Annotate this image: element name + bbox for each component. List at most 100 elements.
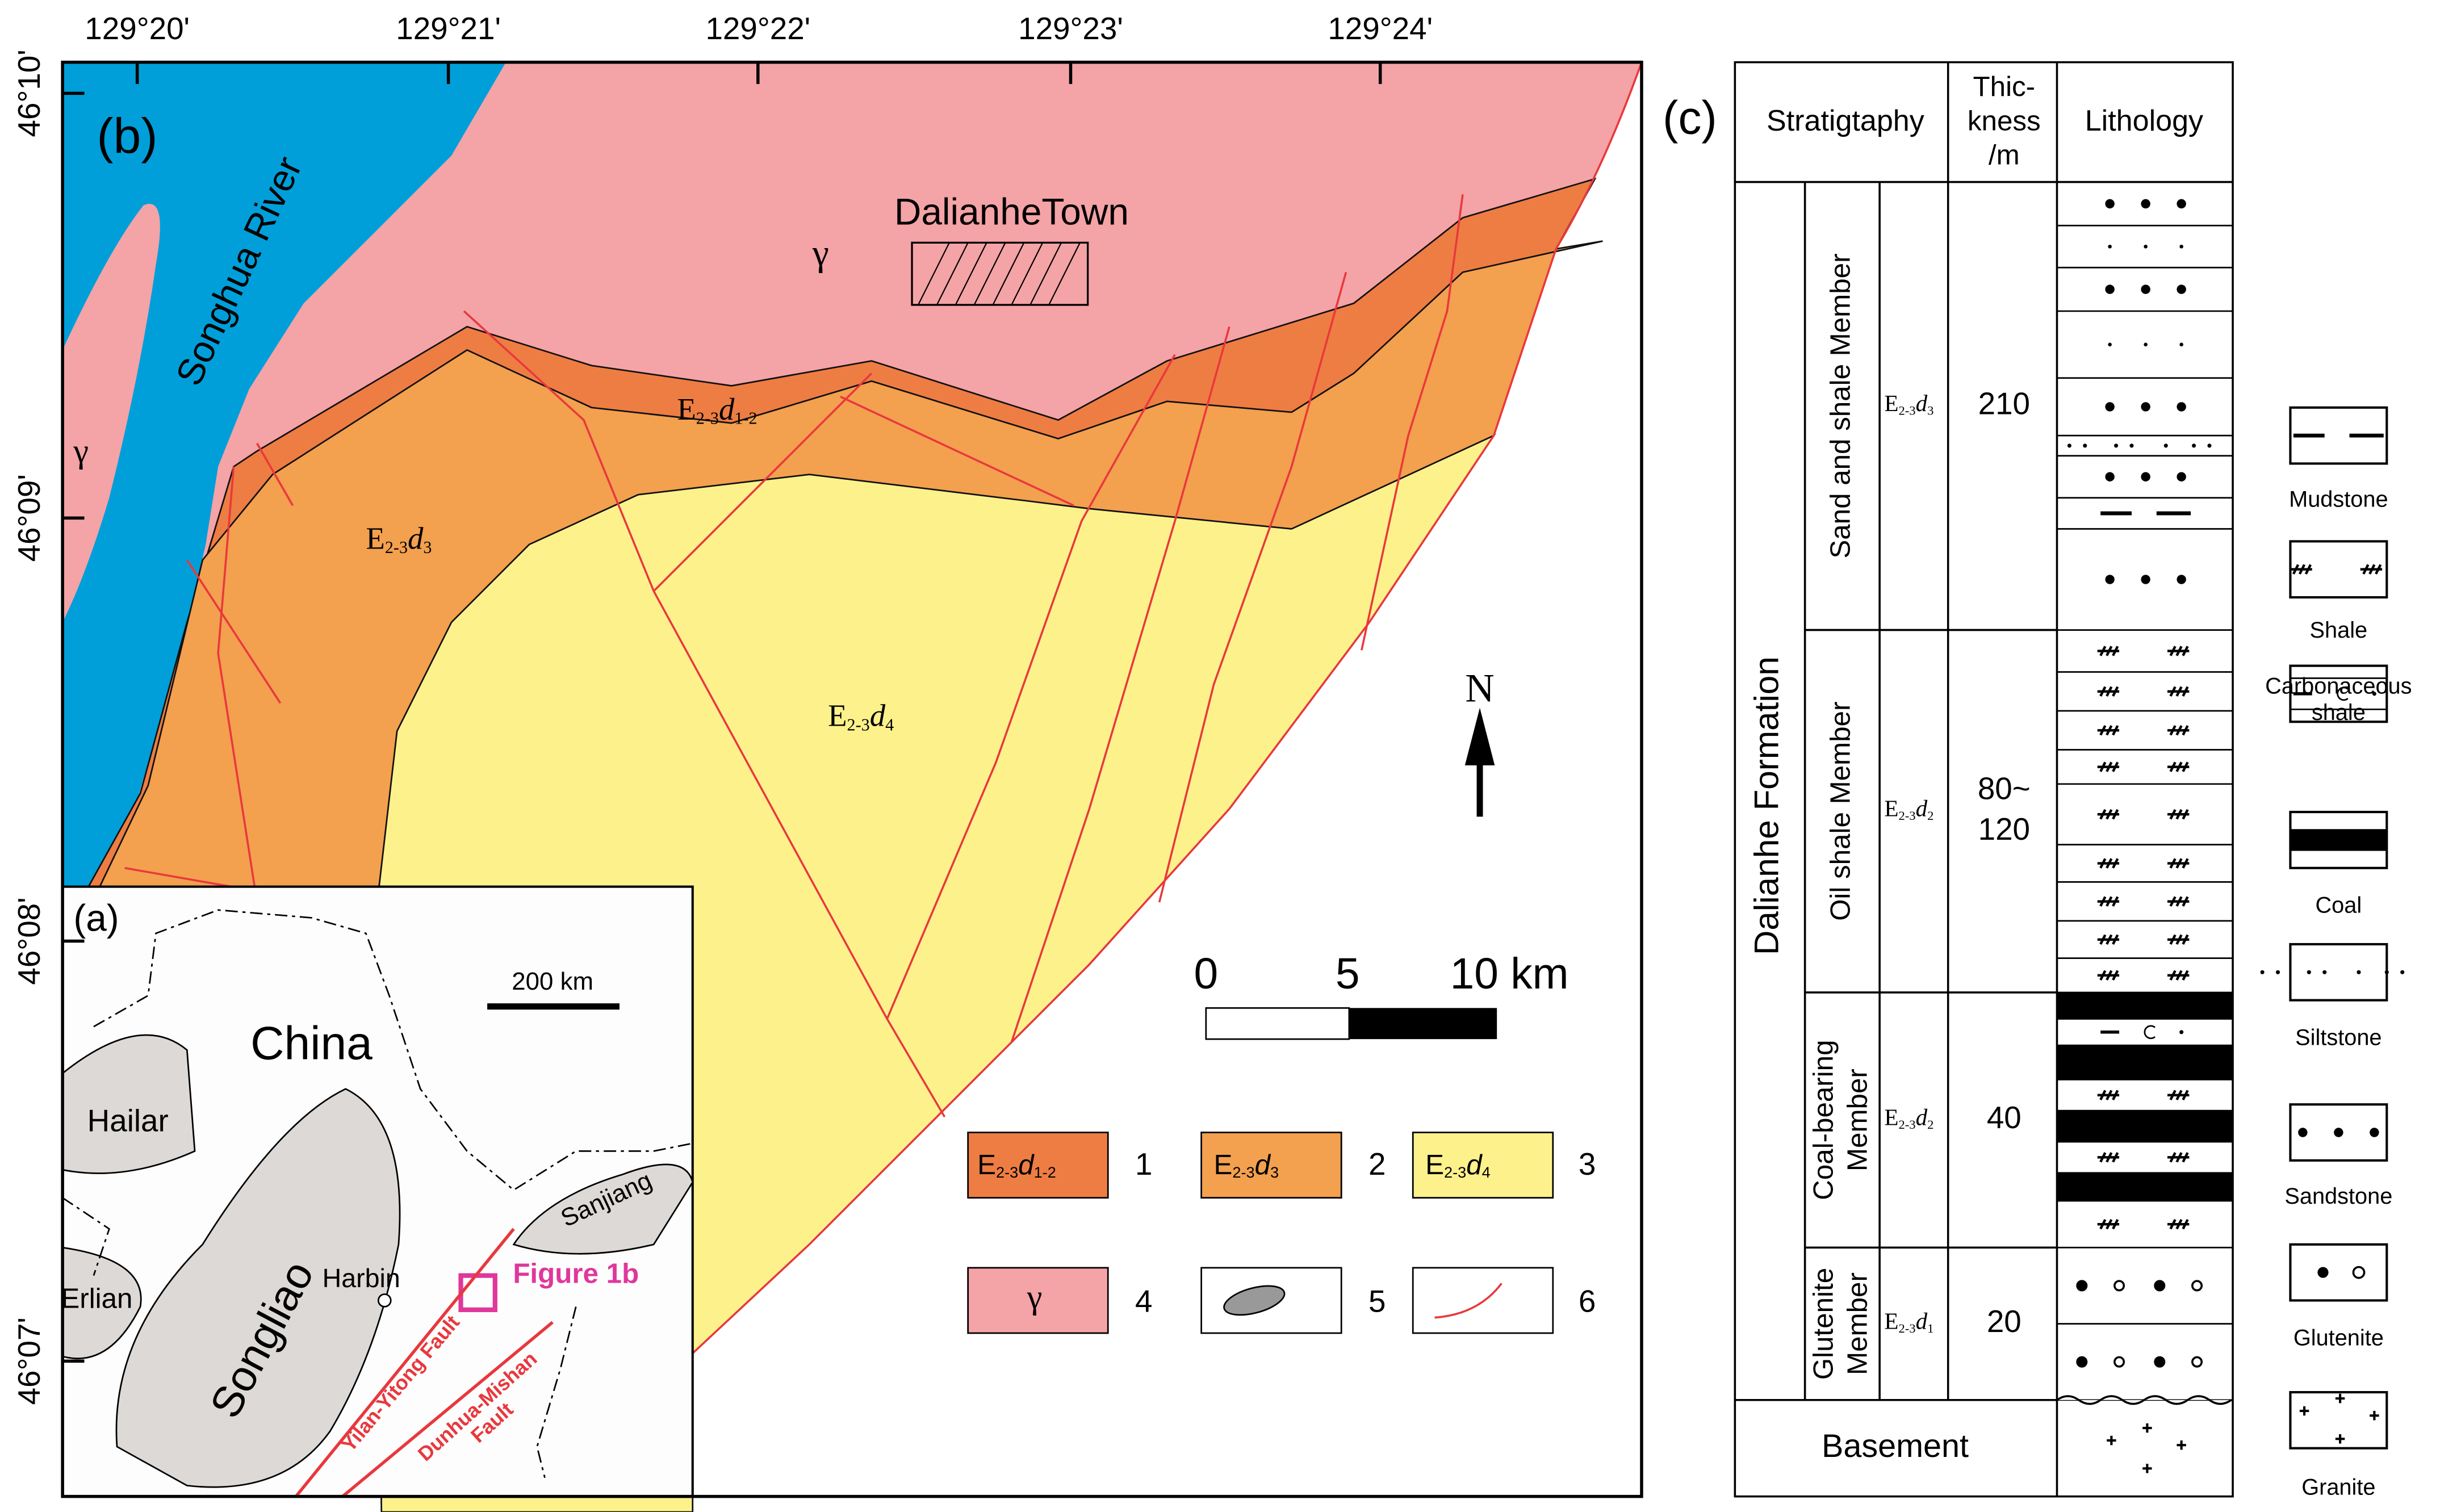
- dot: [2177, 575, 2186, 584]
- dot: [2105, 402, 2115, 412]
- stratigraphic-column: [1734, 61, 2405, 1498]
- unit-label: E2-3d3: [1884, 391, 1933, 418]
- dot: [2083, 443, 2087, 448]
- unit-letter: d: [1916, 391, 1928, 417]
- shale-mark: [2167, 809, 2190, 820]
- legend-label: Mudstone: [2289, 487, 2388, 512]
- plus: [2142, 1464, 2152, 1473]
- fault-line: [886, 354, 1176, 1020]
- dot: [2307, 970, 2311, 974]
- basement-label: Basement: [1822, 1428, 1969, 1464]
- dot: [2141, 575, 2150, 584]
- plus: [2335, 1434, 2345, 1444]
- shale-mark: [2167, 896, 2190, 907]
- scale-label: 5: [1336, 950, 1360, 998]
- unit-index: 1-2: [734, 409, 757, 428]
- dot: [2384, 970, 2389, 974]
- legend-swatch: [967, 1132, 1109, 1199]
- unit-letter: d: [719, 392, 735, 426]
- inset-map: [61, 885, 694, 1498]
- plus: [2335, 1393, 2345, 1404]
- shale-mark: [2097, 1152, 2120, 1163]
- dot: [2207, 443, 2212, 448]
- unit-index: 2: [1927, 1117, 1933, 1132]
- lon-label: 129°21': [396, 11, 501, 46]
- inset-fault: [341, 1321, 554, 1498]
- coal: [2057, 992, 2233, 1019]
- north-label: N: [1465, 667, 1494, 711]
- unit-label: E2-3d2: [1884, 795, 1933, 823]
- shale-mark: [2097, 1218, 2120, 1230]
- dot: [2298, 1128, 2308, 1137]
- member-label: Member: [1842, 1069, 1873, 1171]
- unit-label: E2-3d2: [1884, 1104, 1933, 1132]
- fault-line: [1010, 326, 1231, 1043]
- shale-mark: [2167, 858, 2190, 869]
- dot: [2179, 1030, 2184, 1034]
- unit-label: E2-3d1: [1884, 1308, 1933, 1335]
- legend-swatch: [1412, 1267, 1554, 1334]
- lithology-column: [2056, 199, 2233, 1473]
- lat-label: 46°10': [11, 49, 47, 137]
- legend-symbol: [2298, 1128, 2379, 1137]
- member-label: Coal-bearing: [1807, 1040, 1839, 1200]
- lon-label: 129°24': [1328, 11, 1433, 46]
- country-label: China: [250, 1018, 373, 1070]
- unit-letter: d: [1466, 1149, 1483, 1180]
- shale-mark: [2097, 858, 2120, 869]
- dot: [2177, 402, 2186, 412]
- north-arrow: [1464, 707, 1495, 817]
- legend-swatch: [1200, 1132, 1342, 1199]
- basin: [61, 1034, 196, 1174]
- legend-label: Carbonaceous: [2265, 673, 2412, 698]
- legend-box: [2289, 943, 2388, 1002]
- fault-line: [652, 372, 873, 592]
- dot: [2322, 970, 2327, 974]
- legend-number: 5: [1368, 1283, 1386, 1318]
- plus: [2370, 1410, 2379, 1421]
- dot: [2105, 199, 2115, 209]
- plus: [2107, 1435, 2116, 1446]
- shale-mark: [2167, 725, 2190, 736]
- scale-bar-black: [1349, 1008, 1497, 1040]
- column-frame: [1734, 61, 2234, 1498]
- shale-mark: [2097, 809, 2120, 820]
- unit-symbol: E: [1884, 1308, 1898, 1334]
- column-header: kness: [1968, 105, 2041, 136]
- member-label: Glutenite: [1807, 1268, 1839, 1380]
- unit-symbol: E: [1884, 391, 1898, 417]
- shale-mark: [2290, 564, 2312, 575]
- scale-label: 10 km: [1450, 950, 1569, 998]
- column-header: Stratigtaphy: [1767, 104, 1924, 137]
- lon-label: 129°23': [1018, 11, 1123, 46]
- dot: [2400, 970, 2405, 974]
- column-header: Lithology: [2085, 104, 2203, 137]
- fault-line: [186, 559, 282, 704]
- dot: [2191, 1356, 2203, 1368]
- unit-letter: d: [1018, 1149, 1035, 1180]
- dot: [2154, 1280, 2166, 1292]
- unit-letter: d: [870, 698, 886, 732]
- legend-label: Coal: [2316, 893, 2362, 918]
- basin-label: Hailar: [87, 1103, 169, 1138]
- coal: [2057, 1172, 2233, 1201]
- legend-label: Granite: [2301, 1475, 2375, 1500]
- legend-label: Siltstone: [2295, 1025, 2382, 1050]
- lat-label: 46°09': [11, 474, 47, 562]
- legend-label: Sandstone: [2284, 1184, 2392, 1209]
- panel-label: (a): [73, 897, 119, 939]
- panel-label: (b): [97, 108, 157, 164]
- shale-mark: [2167, 686, 2190, 697]
- rock-label: γ: [812, 232, 829, 274]
- unit-label: E2-3d3: [1214, 1149, 1279, 1181]
- dot: [2370, 1128, 2379, 1137]
- unit-age: 2-3: [1232, 1163, 1254, 1181]
- basin: [115, 1088, 401, 1488]
- dot: [2144, 244, 2148, 249]
- dot: [2334, 1128, 2343, 1137]
- legend-swatch: [967, 1267, 1109, 1334]
- figure-label: Figure 1b: [513, 1258, 639, 1289]
- shale-mark: [2167, 970, 2190, 981]
- basin: [512, 1163, 694, 1255]
